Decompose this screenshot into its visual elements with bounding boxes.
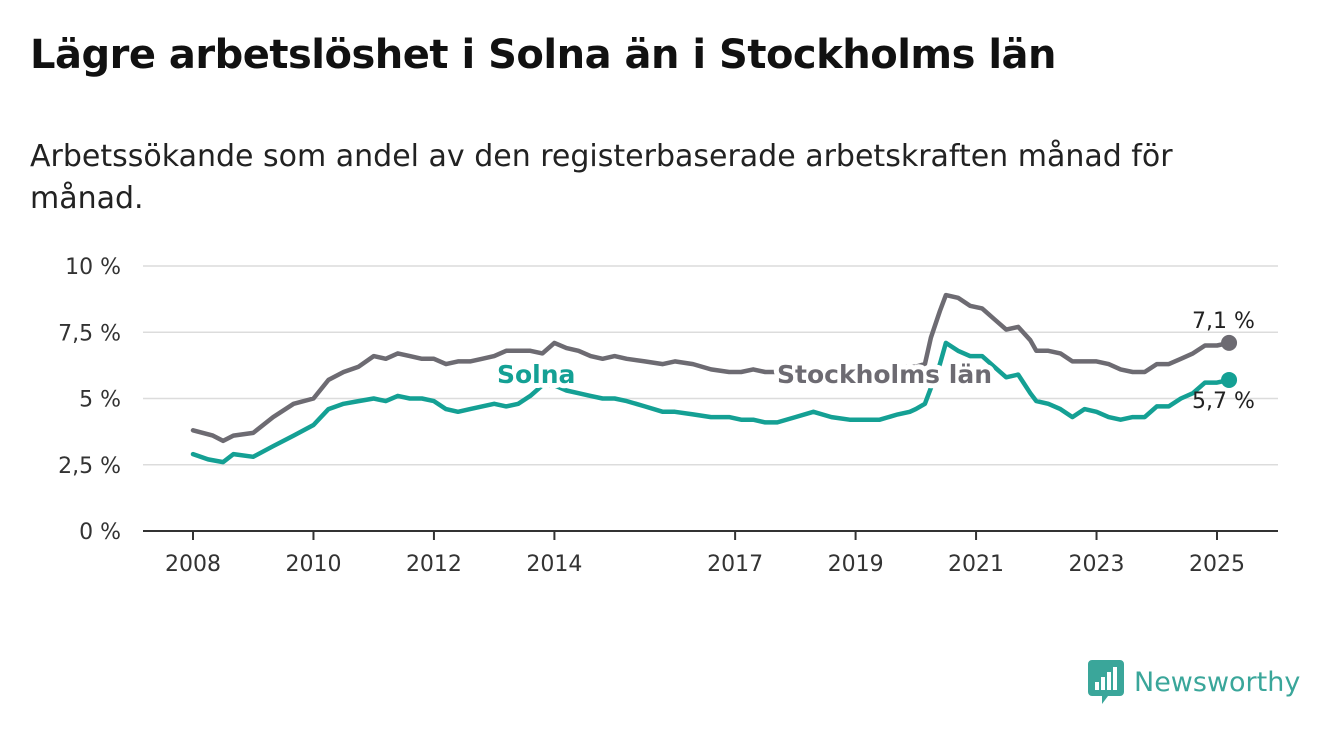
newsworthy-logo: Newsworthy xyxy=(1088,660,1300,704)
line-chart: 0 % 2,5 % 5 % 7,5 % 10 % 2008 2010 2012 2014 201… xyxy=(58,255,1278,577)
end-value-label: 5,7 % xyxy=(1192,389,1255,414)
series-label: Stockholms län xyxy=(777,360,992,389)
series-label: Solna xyxy=(497,360,575,389)
x-axis: 2008 2010 2012 2014 2017 2019 2021 2023 2025 xyxy=(143,530,1278,577)
x-tick-label: 2010 xyxy=(285,552,341,577)
chart-title: Lägre arbetslöshet i Solna än i Stockhol… xyxy=(30,32,1057,78)
series-line xyxy=(190,292,1232,444)
series-label-halo: Stockholms län xyxy=(777,360,992,389)
series-end-point xyxy=(1221,334,1238,351)
brand-name: Newsworthy xyxy=(1134,666,1301,698)
gridlines xyxy=(143,265,1278,466)
series-end-point xyxy=(1221,371,1238,388)
x-tick-label: 2019 xyxy=(828,552,884,577)
y-tick-label: 7,5 % xyxy=(58,321,121,346)
x-tick-label: 2025 xyxy=(1189,552,1245,577)
bar-chart-icon xyxy=(1088,660,1124,704)
series-line xyxy=(190,340,1232,465)
x-tick-label: 2012 xyxy=(406,552,462,577)
y-tick-label: 0 % xyxy=(79,520,121,545)
series-lines xyxy=(190,292,1238,465)
x-tick-label: 2017 xyxy=(707,552,763,577)
series-label-halo: Solna xyxy=(497,360,575,389)
chart-subtitle: Arbetssökande som andel av den registerb… xyxy=(30,139,1173,216)
y-tick-label: 10 % xyxy=(65,255,121,280)
y-tick-label: 5 % xyxy=(79,388,121,413)
y-axis-labels: 0 % 2,5 % 5 % 7,5 % 10 % xyxy=(58,255,121,545)
y-tick-label: 2,5 % xyxy=(58,454,121,479)
x-tick-label: 2008 xyxy=(165,552,221,577)
x-tick-label: 2021 xyxy=(948,552,1004,577)
x-tick-label: 2014 xyxy=(526,552,582,577)
x-tick-label: 2023 xyxy=(1069,552,1125,577)
end-value-label: 7,1 % xyxy=(1192,309,1255,334)
